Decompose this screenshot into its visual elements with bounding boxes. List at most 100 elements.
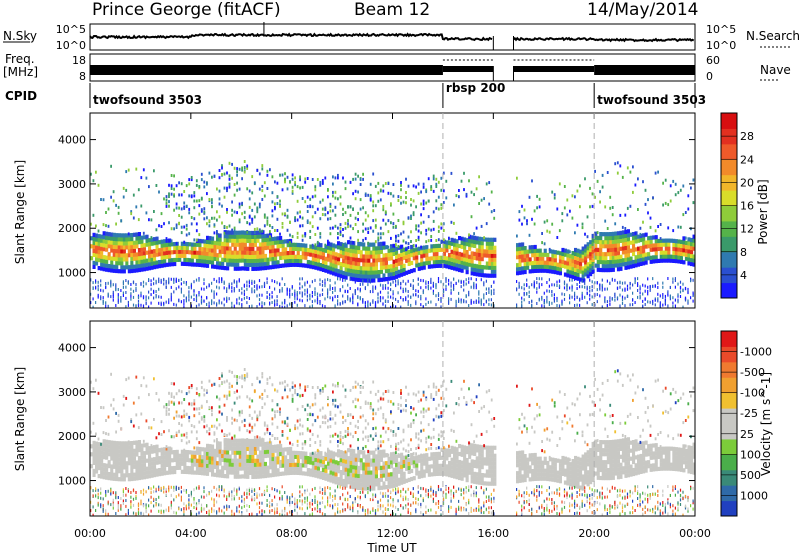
power-cell: [445, 287, 447, 291]
velocity-cell: [92, 448, 96, 453]
power-cell: [289, 262, 293, 267]
power-cell: [142, 231, 145, 235]
power-cell: [402, 251, 406, 256]
velocity-cell: [223, 433, 226, 436]
power-cell: [644, 244, 648, 249]
power-cell: [241, 230, 245, 235]
power-cell: [674, 298, 676, 302]
power-cell: [231, 286, 233, 290]
power-cell: [208, 240, 212, 245]
power-cell: [203, 243, 207, 248]
power-cell: [233, 228, 236, 232]
power-cell: [425, 261, 429, 266]
power-cell: [569, 294, 571, 298]
power-cell: [248, 189, 251, 193]
power-cell: [432, 291, 434, 295]
power-cell: [455, 239, 459, 244]
power-cell: [221, 277, 223, 281]
power-cell: [329, 250, 333, 255]
power-cell: [528, 294, 530, 298]
power-cell: [223, 254, 227, 259]
velocity-cell: [158, 448, 162, 453]
velocity-cell: [241, 409, 243, 413]
power-cell: [659, 242, 663, 247]
velocity-cell: [195, 502, 198, 506]
power-cell: [311, 249, 315, 254]
power-cell: [576, 295, 578, 299]
power-cell: [271, 244, 275, 250]
velocity-cell: [221, 449, 225, 454]
power-cell: [193, 199, 196, 203]
power-cell: [233, 289, 235, 293]
velocity-cell: [165, 508, 167, 512]
power-cell: [417, 246, 421, 251]
power-cell: [218, 197, 221, 201]
velocity-cell: [263, 423, 266, 427]
power-cell: [445, 284, 447, 288]
power-cell: [425, 249, 429, 254]
power-cell: [349, 298, 351, 302]
nsearch-tick-top: 10^5: [706, 23, 736, 36]
power-cell: [352, 261, 356, 266]
power-cell: [261, 242, 265, 247]
power-cell: [483, 253, 487, 258]
power-cell: [306, 294, 308, 298]
power-cell: [125, 285, 127, 289]
velocity-cell: [168, 446, 172, 451]
power-cell: [95, 249, 99, 254]
power-cell: [354, 216, 357, 220]
power-cell: [148, 290, 150, 294]
velocity-cell: [183, 448, 186, 452]
velocity-cell: [185, 507, 187, 511]
power-cell: [531, 253, 535, 258]
power-cell: [155, 240, 159, 245]
power-cell: [662, 250, 666, 255]
power-cell: [203, 255, 207, 260]
power-cell: [407, 294, 409, 298]
power-cell: [591, 245, 595, 250]
power-cell: [684, 256, 688, 261]
velocity-cell: [233, 450, 237, 455]
velocity-cell: [185, 413, 188, 416]
velocity-cell: [183, 409, 186, 413]
velocity-cell: [148, 513, 150, 516]
power-cell: [137, 256, 141, 261]
power-cell: [163, 263, 167, 268]
power-cell: [334, 272, 338, 277]
power-cell: [223, 280, 225, 284]
power-cell: [236, 254, 240, 259]
velocity-cell: [168, 403, 170, 406]
power-cell: [407, 257, 411, 262]
power-cell: [367, 278, 371, 283]
power-cell: [148, 246, 152, 251]
power-cell: [246, 246, 250, 251]
power-cell: [175, 184, 178, 188]
power-cell: [614, 251, 618, 256]
power-cell: [97, 280, 99, 284]
power-cell: [432, 227, 435, 231]
velocity-cell: [173, 469, 177, 475]
power-cell: [518, 254, 522, 259]
power-cell: [238, 302, 240, 306]
velocity-cell: [208, 432, 211, 436]
power-cell: [178, 181, 180, 185]
power-cell: [589, 240, 593, 245]
velocity-cell: [90, 486, 92, 490]
power-cell: [105, 282, 107, 285]
power-cell: [490, 298, 492, 302]
power-cell: [246, 296, 248, 299]
power-cell: [206, 263, 210, 268]
power-cell: [551, 253, 555, 258]
power-cell: [440, 203, 443, 207]
power-cell: [606, 252, 610, 257]
power-cell: [664, 294, 666, 298]
velocity-cell: [226, 504, 228, 508]
power-cell: [314, 188, 317, 192]
power-cell: [269, 168, 271, 172]
power-cell: [150, 261, 154, 266]
power-cell: [682, 248, 686, 253]
velocity-cell: [206, 443, 210, 448]
power-cell: [206, 239, 210, 244]
power-cell: [276, 236, 280, 241]
power-cell: [142, 255, 146, 260]
